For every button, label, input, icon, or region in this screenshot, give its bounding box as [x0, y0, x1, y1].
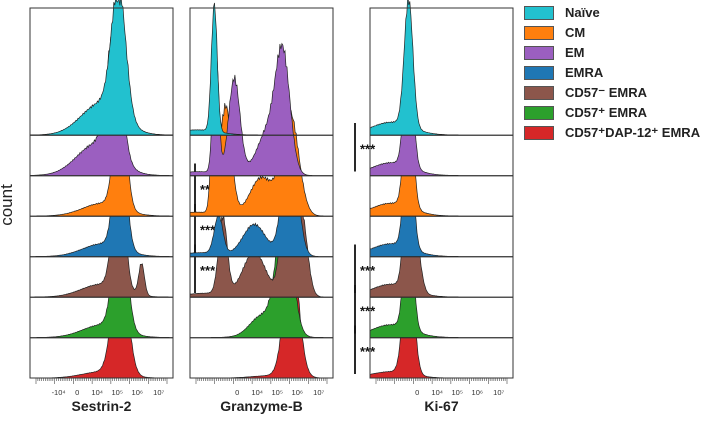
x-tick-label: -10⁴	[52, 388, 66, 397]
legend-swatch	[524, 26, 554, 40]
x-tick-label: 10⁵	[112, 388, 123, 397]
x-tick-label: 10⁶	[292, 388, 303, 397]
x-tick-label: 0	[235, 388, 239, 397]
histogram-sestrin-2-naive	[29, 0, 174, 136]
legend-swatch	[524, 6, 554, 20]
histogram-sestrin-2-dap12	[30, 242, 173, 379]
histogram-ki-67-emra	[369, 116, 513, 257]
histogram-granzyme-b-emra	[189, 125, 333, 257]
legend-swatch	[524, 66, 554, 80]
legend-swatch	[524, 126, 554, 140]
histogram-ki-67-cd57neg	[369, 159, 513, 298]
histogram-ki-67-cd57pos	[369, 197, 513, 338]
x-tick-label: 10⁴	[251, 388, 263, 397]
histogram-sestrin-2-cd57neg	[30, 157, 173, 298]
x-axis-label-sestrin-2: Sestrin-2	[72, 398, 132, 414]
panel-frame	[369, 7, 514, 379]
histogram-granzyme-b-naive	[189, 2, 333, 136]
histogram-sestrin-2-cd57pos	[30, 197, 173, 338]
x-tick-label: 10⁷	[153, 388, 164, 397]
histogram-ki-67-dap12	[369, 244, 513, 379]
x-tick-label: 0	[415, 388, 419, 397]
histogram-sestrin-2-emra	[30, 118, 173, 257]
y-axis-label: count	[0, 184, 16, 226]
legend-label: CM	[565, 25, 586, 40]
histogram-sestrin-2-cm	[30, 76, 173, 217]
panel-granzyme-b: 0 10⁴ 10⁵ 10⁶ 10⁷ Granzyme-B *** *** *** ***	[189, 2, 376, 414]
significance-label: ***	[200, 222, 216, 237]
significance-label: ***	[360, 263, 376, 278]
x-tick-label: 0	[75, 388, 79, 397]
x-tick-label: 10⁷	[493, 388, 504, 397]
histogram-ki-67-em	[369, 38, 513, 176]
x-tick-label: 10⁷	[313, 388, 324, 397]
x-axis-label-ki-67: Ki-67	[424, 398, 458, 414]
x-tick-label: 10⁵	[272, 388, 283, 397]
significance-label: ***	[200, 263, 216, 278]
legend-label: CD57⁺ EMRA	[565, 105, 647, 120]
legend-swatch	[524, 106, 554, 120]
significance-label: ***	[360, 303, 376, 318]
x-tick-label: 10⁴	[431, 388, 443, 397]
legend-swatch	[524, 46, 554, 60]
x-tick-label: 10⁴	[91, 388, 103, 397]
significance-label: ***	[360, 141, 376, 156]
legend-swatch	[524, 86, 554, 100]
panel-ki-67: 0 10⁴ 10⁵ 10⁶ 10⁷ Ki-67	[369, 0, 514, 414]
x-tick-label: 10⁵	[452, 388, 463, 397]
legend-label: EM	[565, 45, 585, 60]
panels: -10⁴ 0 10⁴ 10⁵ 10⁶ 10⁷ Sestrin-2 *** *** *** 0 10⁴ 1…	[29, 0, 514, 414]
x-tick-label: 10⁶	[132, 388, 143, 397]
x-axis-label-granzyme-b: Granzyme-B	[220, 398, 302, 414]
legend-label: CD57⁺DAP-12⁺ EMRA	[565, 125, 701, 140]
histogram-granzyme-b-cd57neg	[189, 159, 333, 298]
histogram-ki-67-cm	[369, 79, 513, 217]
legend-label: CD57⁻ EMRA	[565, 85, 647, 100]
legend-label: Naïve	[565, 5, 600, 20]
x-tick-label: 10⁶	[472, 388, 483, 397]
legend-label: EMRA	[565, 65, 604, 80]
histogram-ki-67-naive	[369, 0, 513, 136]
significance-label: ***	[360, 344, 376, 359]
histogram-granzyme-b-cd57pos	[190, 201, 333, 338]
